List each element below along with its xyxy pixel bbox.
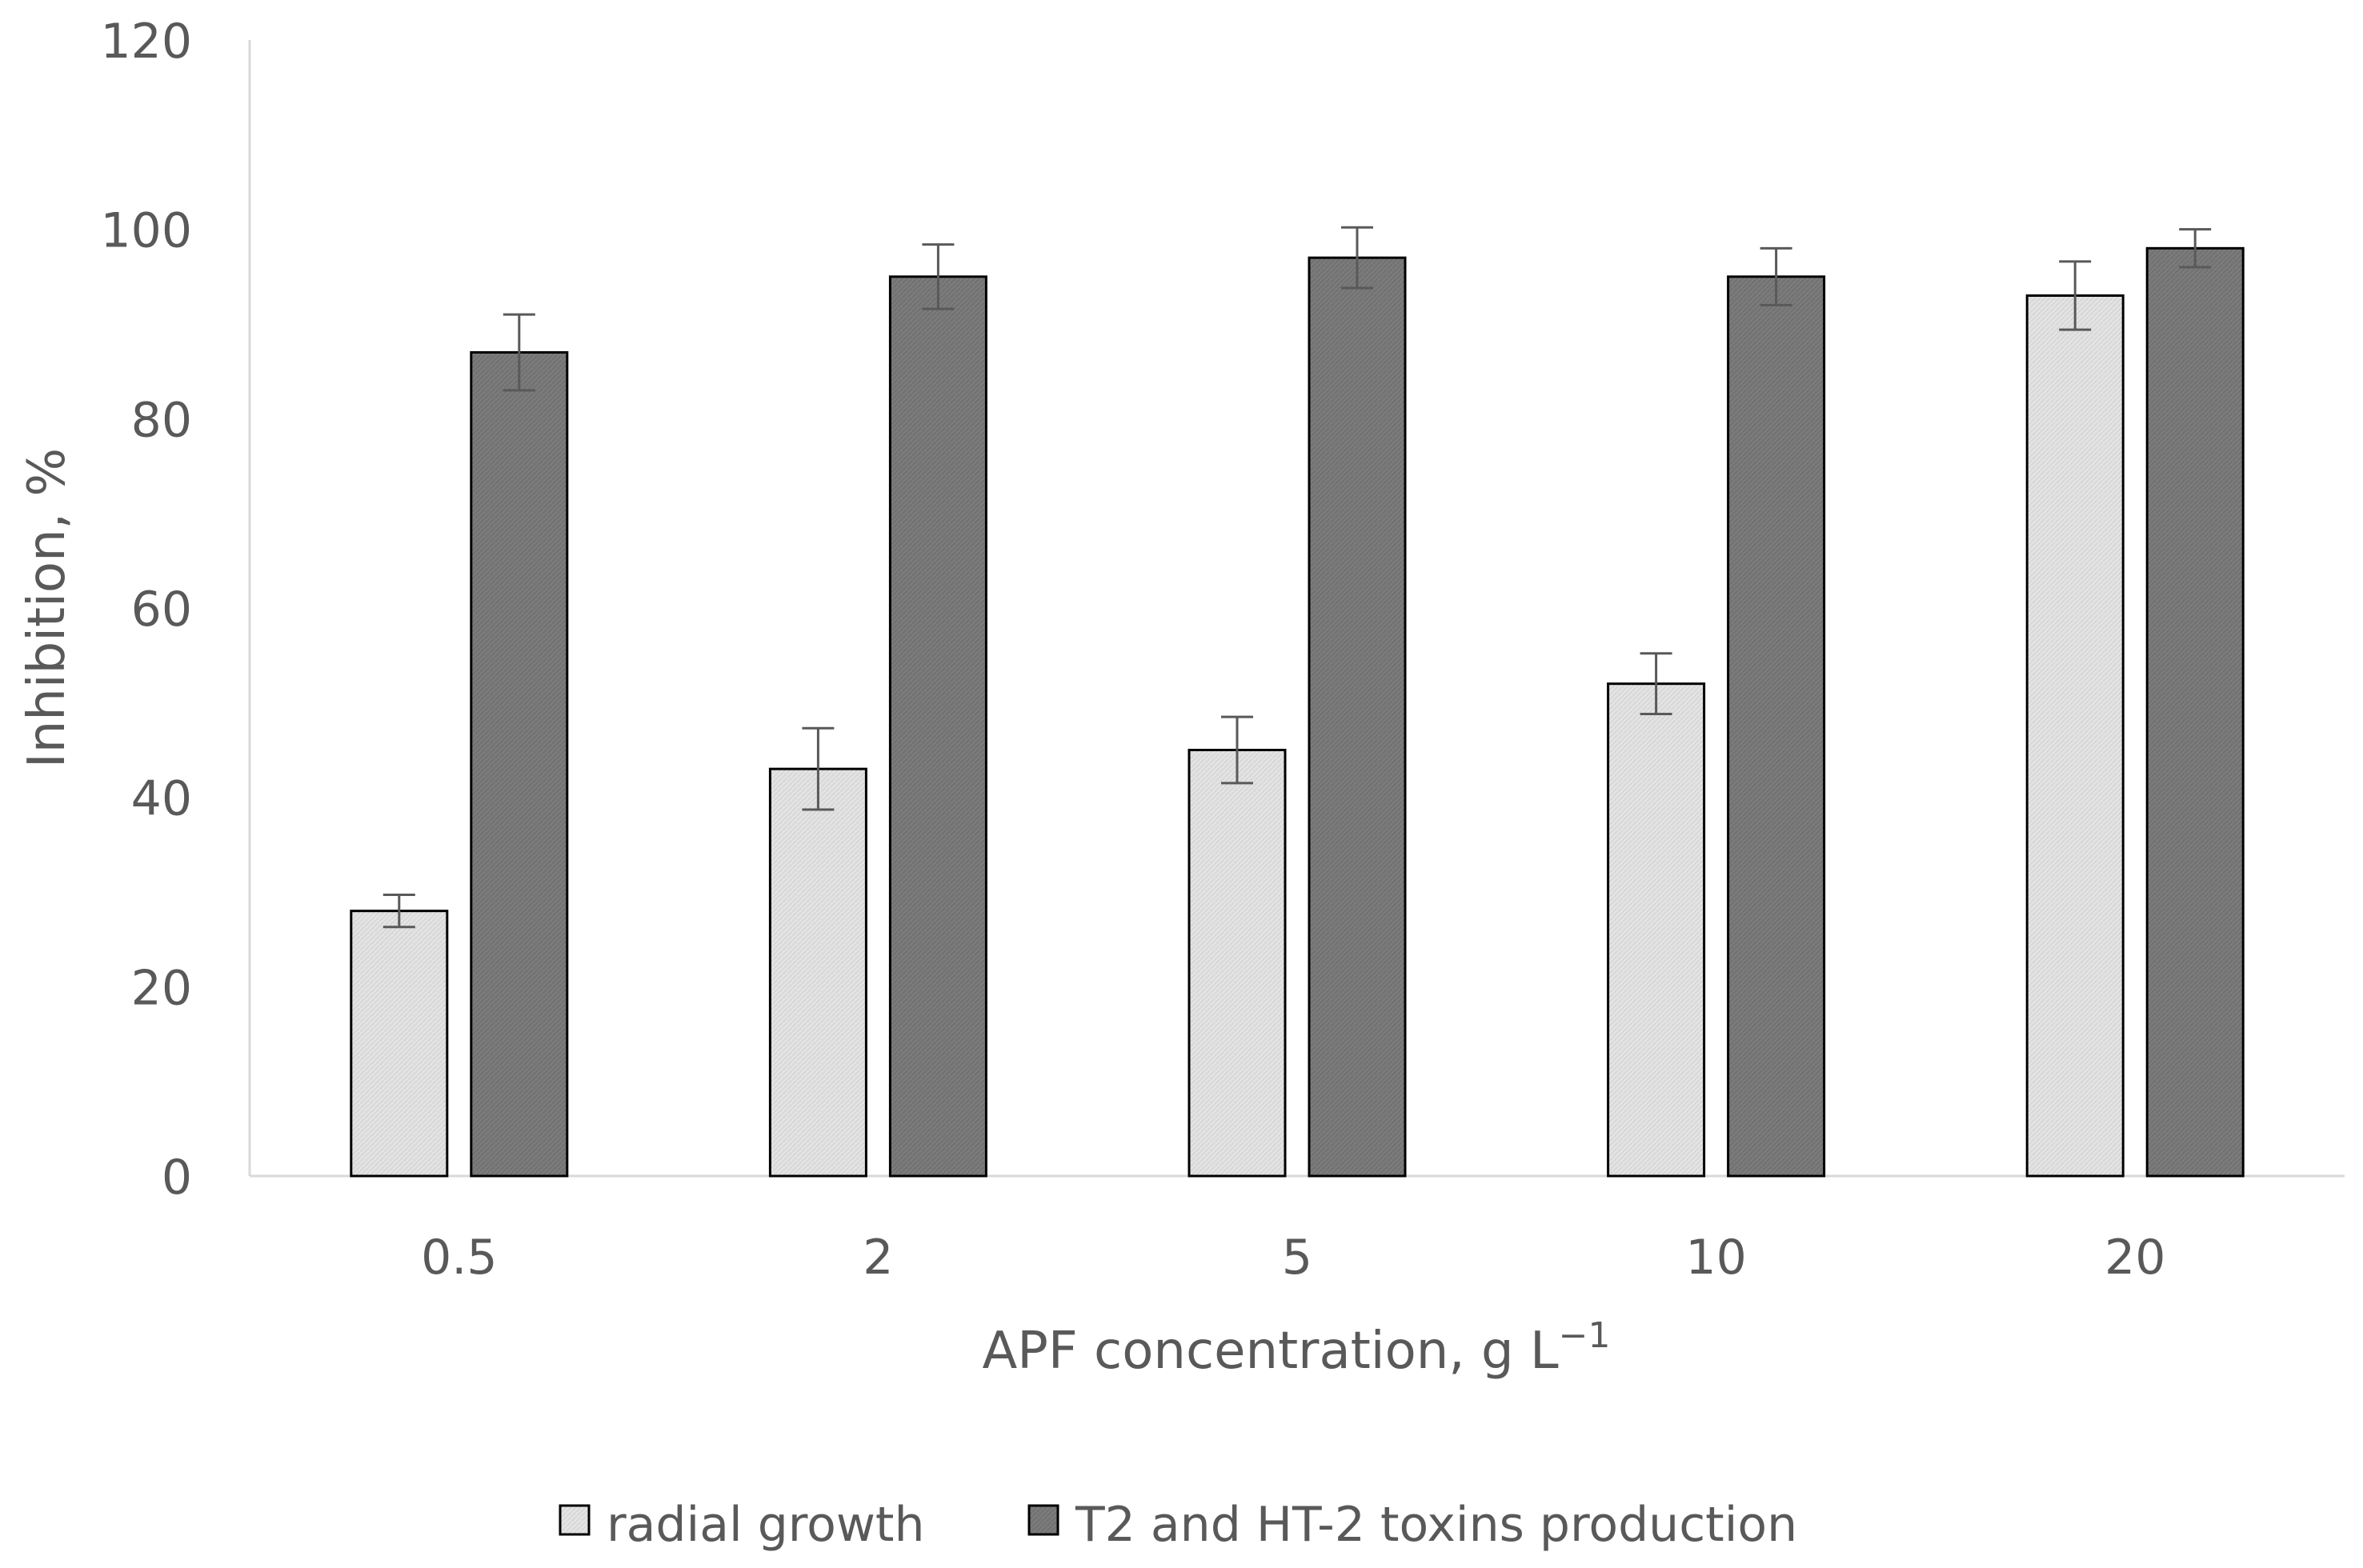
y-tick-label: 80	[131, 392, 192, 448]
legend-swatch-toxins-production	[1027, 1504, 1059, 1536]
y-tick-label: 20	[131, 960, 192, 1016]
y-tick-label: 100	[100, 203, 192, 259]
bar-toxins-production	[1308, 256, 1407, 1178]
legend-item-toxins-production: T2 and HT-2 toxins production	[1027, 1497, 1797, 1553]
y-axis-tick-labels: 0 20 40 60 80 100 120	[100, 14, 192, 1206]
error-bar	[1640, 652, 1672, 716]
legend-swatch-radial-growth	[559, 1504, 591, 1536]
bar-radial-growth	[2025, 294, 2125, 1178]
y-tick-label: 40	[131, 771, 192, 827]
x-axis-title-superscript: −1	[1559, 1315, 1611, 1356]
error-bar	[1341, 226, 1373, 290]
bar-radial-growth	[768, 767, 867, 1178]
legend-label-radial-growth: radial growth	[607, 1497, 924, 1553]
error-bar	[1760, 246, 1792, 306]
y-axis-title: Inhibition, %	[18, 448, 77, 768]
bar-marks	[350, 246, 2245, 1178]
x-axis-title-text: APF concentration, g L	[983, 1322, 1559, 1381]
x-axis-tick-labels: 0.5 2 5 10 20	[421, 1230, 2165, 1286]
error-bars	[382, 226, 2212, 929]
x-tick-label: 0.5	[421, 1230, 497, 1286]
error-bar	[2179, 228, 2212, 269]
bar-toxins-production	[888, 275, 987, 1178]
bar-radial-growth	[1607, 682, 1706, 1178]
y-tick-label: 60	[131, 582, 192, 638]
bar-toxins-production	[1727, 275, 1826, 1178]
x-tick-label: 5	[1282, 1230, 1312, 1286]
bar-toxins-production	[2145, 246, 2245, 1178]
legend-label-toxins-production: T2 and HT-2 toxins production	[1075, 1497, 1797, 1553]
x-axis-title: APF concentration, g L−1	[983, 1315, 1611, 1381]
legend: radial growth T2 and HT-2 toxins product…	[559, 1497, 1797, 1553]
error-bar	[503, 313, 535, 392]
error-bar	[1221, 715, 1253, 785]
y-tick-label: 0	[162, 1150, 192, 1206]
error-bar	[382, 894, 415, 929]
bar-toxins-production	[470, 351, 569, 1178]
legend-item-radial-growth: radial growth	[559, 1497, 924, 1553]
bar-radial-growth	[350, 910, 449, 1178]
y-tick-label: 120	[100, 14, 192, 70]
x-tick-label: 2	[863, 1230, 893, 1286]
bar-radial-growth	[1188, 749, 1287, 1178]
x-tick-label: 20	[2105, 1230, 2165, 1286]
error-bar	[802, 726, 835, 811]
error-bar	[2059, 260, 2092, 331]
error-bar	[922, 243, 955, 310]
x-tick-label: 10	[1685, 1230, 1746, 1286]
